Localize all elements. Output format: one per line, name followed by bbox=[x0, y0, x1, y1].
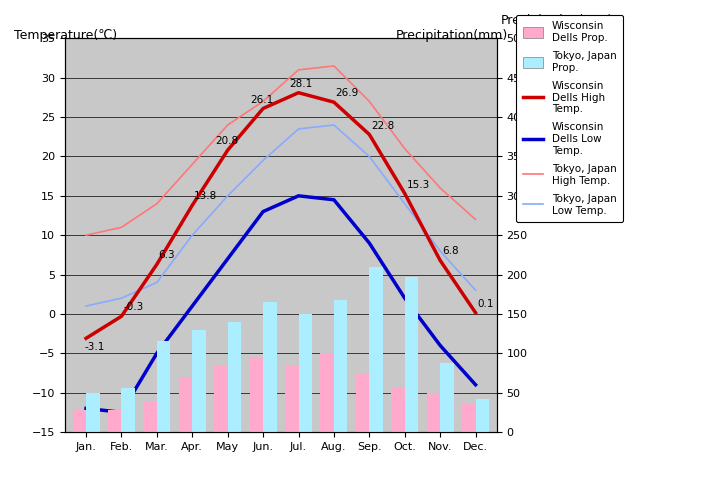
Text: 20.8: 20.8 bbox=[215, 136, 238, 146]
Bar bbox=[299, 314, 312, 432]
Text: 22.8: 22.8 bbox=[371, 120, 395, 131]
Bar bbox=[462, 405, 475, 432]
Bar bbox=[86, 393, 99, 432]
Bar bbox=[122, 388, 135, 432]
Text: 6.8: 6.8 bbox=[442, 246, 459, 256]
Text: Temperature(℃): Temperature(℃) bbox=[14, 29, 117, 42]
Bar bbox=[250, 357, 263, 432]
Bar bbox=[192, 330, 206, 432]
Bar bbox=[427, 393, 440, 432]
Bar bbox=[215, 365, 228, 432]
Text: Precipitation(mm): Precipitation(mm) bbox=[500, 14, 613, 27]
Bar bbox=[263, 302, 276, 432]
Bar bbox=[157, 341, 171, 432]
Text: 6.3: 6.3 bbox=[158, 251, 175, 260]
Text: 13.8: 13.8 bbox=[194, 192, 217, 201]
Text: -3.1: -3.1 bbox=[84, 343, 104, 352]
Bar bbox=[320, 353, 334, 432]
Bar bbox=[356, 373, 369, 432]
Text: 28.1: 28.1 bbox=[289, 79, 313, 89]
Text: 0.1: 0.1 bbox=[477, 299, 494, 309]
Bar bbox=[391, 387, 405, 432]
Bar bbox=[228, 322, 241, 432]
Bar bbox=[143, 400, 157, 432]
Text: 26.1: 26.1 bbox=[251, 95, 274, 105]
Legend: Wisconsin
Dells Prop., Tokyo, Japan
Prop., Wisconsin
Dells High
Temp., Wisconsin: Wisconsin Dells Prop., Tokyo, Japan Prop… bbox=[516, 15, 623, 222]
Text: Precipitation(mm): Precipitation(mm) bbox=[396, 29, 508, 42]
Bar bbox=[405, 277, 418, 432]
Text: 15.3: 15.3 bbox=[407, 180, 430, 190]
Bar bbox=[108, 410, 122, 432]
Bar bbox=[285, 365, 299, 432]
Bar bbox=[440, 363, 454, 432]
Bar bbox=[369, 267, 383, 432]
Bar bbox=[179, 377, 192, 432]
Bar bbox=[73, 410, 86, 432]
Bar bbox=[334, 300, 347, 432]
Text: 26.9: 26.9 bbox=[336, 88, 359, 98]
Text: -0.3: -0.3 bbox=[123, 302, 143, 312]
Bar bbox=[475, 399, 489, 432]
